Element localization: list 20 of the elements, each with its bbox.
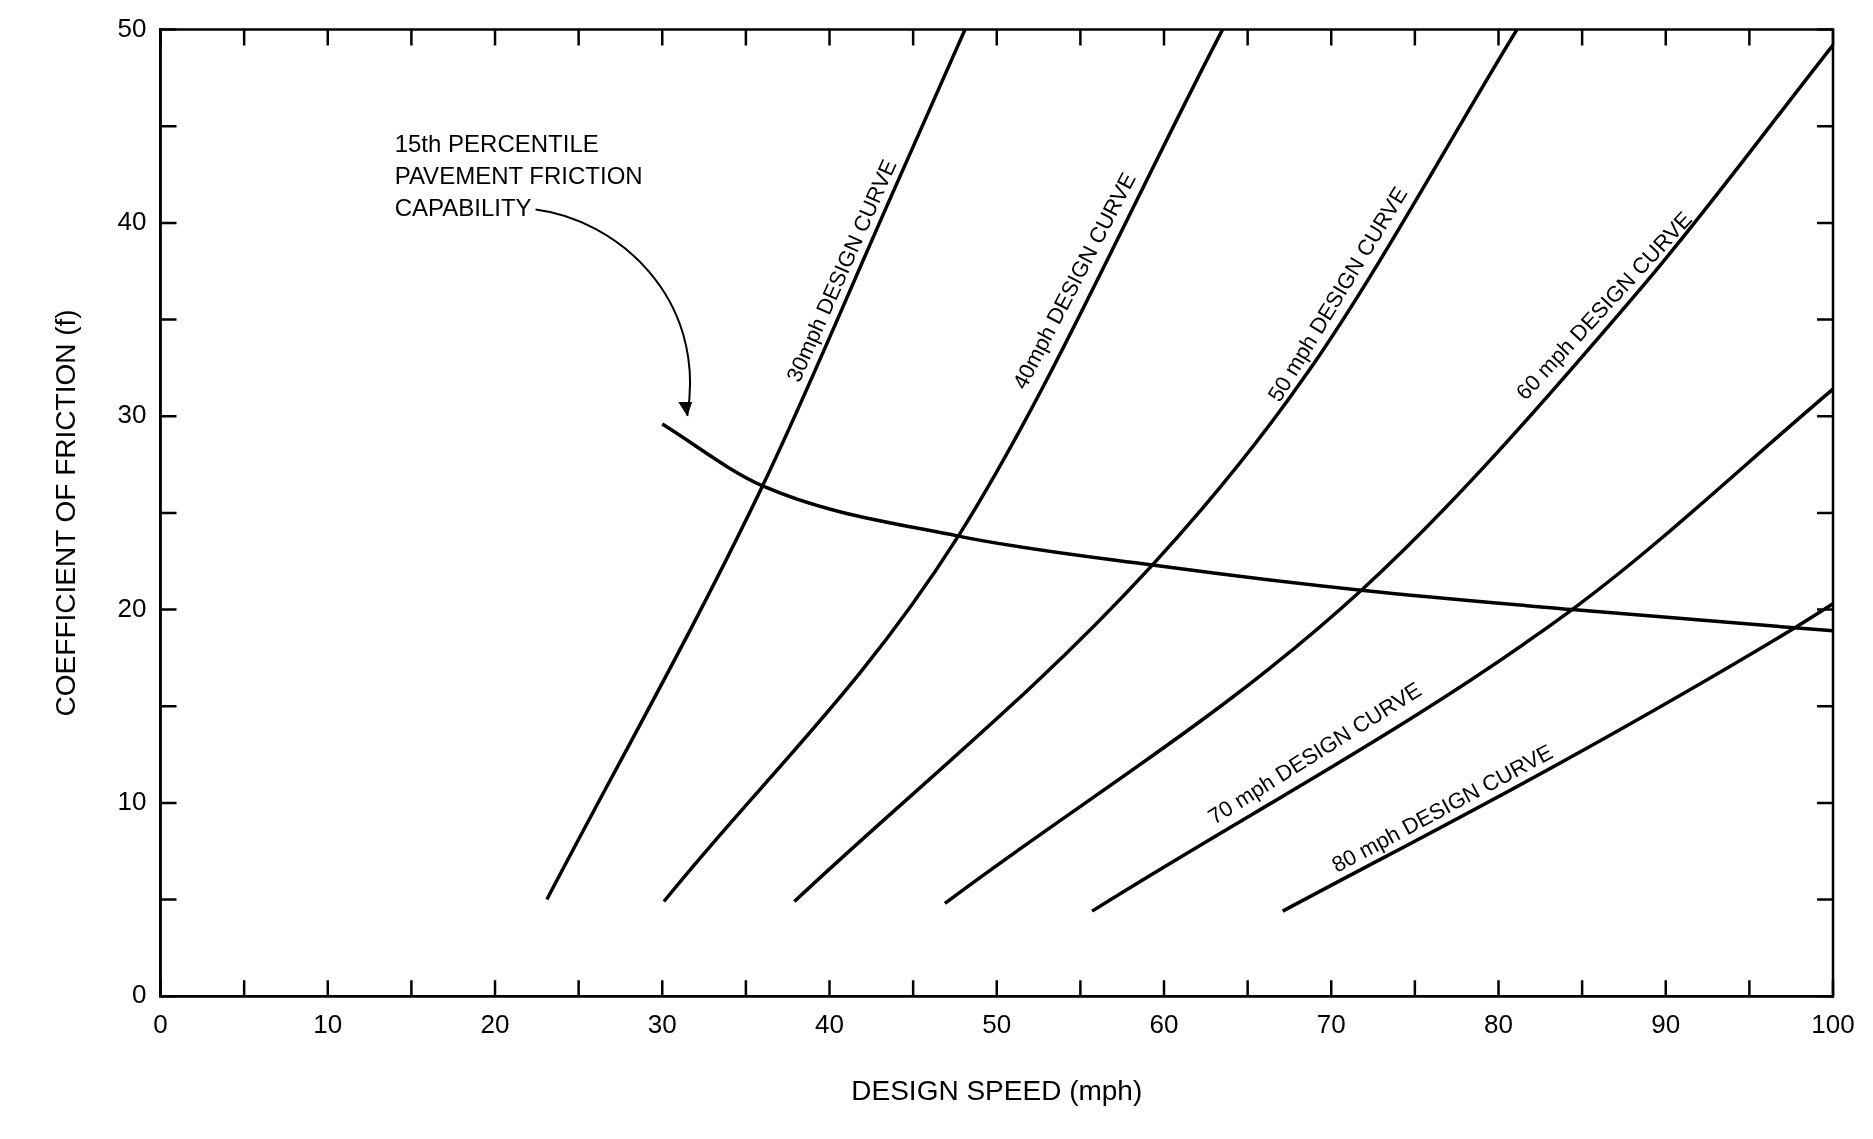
y-tick-label: 30 [117,399,147,430]
x-tick-label: 20 [480,1008,510,1039]
x-tick-label: 40 [815,1008,844,1039]
y-tick-label: 0 [132,979,147,1010]
x-tick-label: 80 [1484,1008,1513,1039]
y-axis-title: COEFFICIENT OF FRICTION (f) [49,309,81,717]
x-tick-label: 30 [647,1008,677,1039]
y-tick-label: 40 [117,206,147,237]
text: 15th PERCENTILE PAVEMENT FRICTION CAPABILITY [394,130,643,222]
x-tick-label: 100 [1811,1008,1855,1039]
x-tick-label: 60 [1149,1008,1179,1039]
x-tick-label: 90 [1651,1008,1681,1039]
x-tick-label: 0 [153,1008,168,1039]
x-axis-title: DESIGN SPEED (mph) [851,1074,1143,1106]
y-tick-label: 20 [117,592,147,623]
x-tick-label: 50 [982,1008,1012,1039]
y-tick-label: 50 [117,12,147,43]
x-tick-label: 10 [313,1008,343,1039]
y-tick-label: 10 [117,786,147,817]
x-tick-label: 70 [1316,1008,1346,1039]
